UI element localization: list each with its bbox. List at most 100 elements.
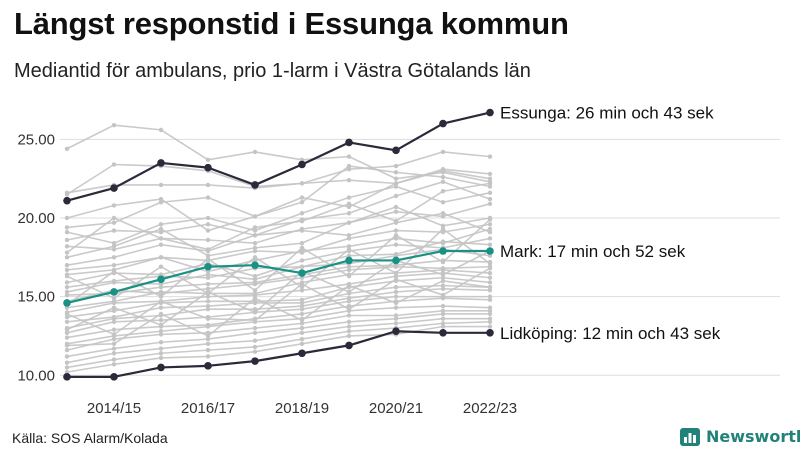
lidk-ping-point <box>63 373 71 381</box>
background-point <box>64 314 70 320</box>
lidk-ping-series-line <box>67 330 490 378</box>
background-point <box>252 288 258 293</box>
background-point <box>252 248 258 254</box>
lidk-ping-point <box>204 362 212 370</box>
essunga-point <box>486 108 494 117</box>
background-point <box>346 299 352 304</box>
background-point <box>440 267 446 273</box>
background-point <box>346 319 352 324</box>
background-point <box>252 292 258 298</box>
x-tick-label: 2022/23 <box>463 400 517 417</box>
background-point <box>346 220 352 225</box>
essunga-point <box>392 146 400 155</box>
background-point <box>346 333 352 339</box>
background-point <box>440 296 446 301</box>
lidk-ping-point <box>110 373 118 381</box>
x-tick-label: 2016/17 <box>181 400 235 417</box>
background-point <box>205 324 211 329</box>
background-point <box>487 196 493 202</box>
background-point <box>346 178 352 183</box>
background-series-line <box>66 169 491 229</box>
background-point <box>252 300 258 306</box>
background-point <box>346 247 352 252</box>
background-point <box>158 355 164 361</box>
background-point <box>205 281 211 287</box>
background-point <box>64 311 70 317</box>
background-series-line <box>66 276 491 318</box>
background-point <box>487 154 493 159</box>
background-point <box>346 195 352 200</box>
background-point <box>487 297 493 302</box>
background-point <box>487 176 493 181</box>
background-point <box>111 280 117 285</box>
background-point <box>440 283 446 288</box>
background-point <box>111 327 117 332</box>
background-point <box>440 303 446 309</box>
background-point <box>346 307 352 312</box>
background-point <box>111 316 117 321</box>
mark-point <box>63 299 71 307</box>
x-axis-ticks: 2014/15 2016/17 2018/19 2020/21 2022/23 <box>87 400 517 417</box>
background-point <box>299 311 305 317</box>
background-point <box>111 262 117 268</box>
mark-point <box>345 256 353 265</box>
background-point <box>487 324 493 329</box>
background-point <box>111 357 117 362</box>
background-point <box>252 318 258 323</box>
background-point <box>64 335 70 340</box>
background-point <box>299 284 305 290</box>
background-point <box>346 289 352 295</box>
brand-logo: Newsworthy <box>680 427 800 446</box>
background-point <box>393 184 399 189</box>
background-point <box>487 190 493 196</box>
background-series-line <box>66 259 491 296</box>
background-point <box>393 316 399 321</box>
background-point <box>440 308 446 313</box>
background-point <box>487 222 493 227</box>
background-point <box>64 327 70 332</box>
background-point <box>158 242 164 247</box>
mark-label: Mark: 17 min och 52 sek <box>500 242 686 261</box>
background-point <box>346 313 352 318</box>
essunga-point <box>110 184 118 192</box>
background-point <box>346 283 352 288</box>
background-point <box>393 242 399 247</box>
background-point <box>299 218 305 224</box>
background-point <box>205 286 211 291</box>
background-point <box>205 330 211 336</box>
mark-point <box>392 256 400 265</box>
background-point <box>440 316 446 321</box>
background-point <box>299 281 305 287</box>
background-point <box>111 319 117 324</box>
background-point <box>299 330 305 336</box>
background-point <box>64 255 70 260</box>
lidk-ping-point <box>486 329 494 337</box>
background-point <box>299 325 305 331</box>
background-point <box>346 244 352 249</box>
background-point <box>205 237 211 243</box>
background-point <box>393 220 399 225</box>
background-point <box>64 262 70 268</box>
background-point <box>111 346 117 351</box>
background-series-line <box>66 309 490 351</box>
background-point <box>111 240 117 246</box>
background-point <box>393 300 399 306</box>
background-point <box>205 336 211 342</box>
background-point <box>299 258 305 263</box>
background-point <box>64 273 70 279</box>
background-point <box>252 245 258 251</box>
background-point <box>487 236 493 241</box>
background-point <box>111 162 117 167</box>
background-point <box>111 247 117 252</box>
background-point <box>111 203 117 208</box>
background-point <box>346 167 352 172</box>
background-point <box>299 288 305 293</box>
background-series-line <box>66 305 491 345</box>
background-point <box>158 284 164 290</box>
lidk-ping-point <box>157 363 165 372</box>
background-point <box>252 149 258 155</box>
background-point <box>111 122 117 128</box>
background-point <box>205 157 211 162</box>
background-point <box>252 344 258 350</box>
background-point <box>158 229 164 235</box>
